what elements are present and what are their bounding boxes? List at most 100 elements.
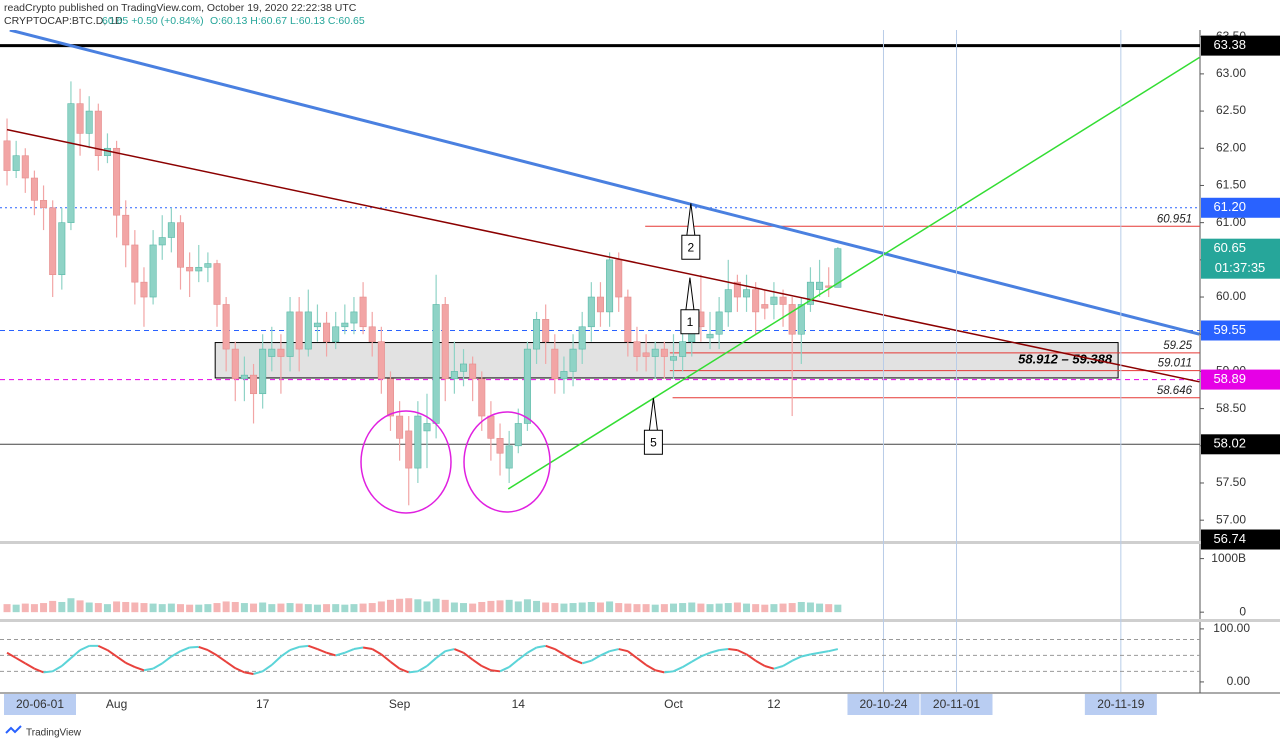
candle-body xyxy=(396,415,404,439)
candle-body xyxy=(341,322,349,328)
oscillator-segment xyxy=(636,657,647,666)
highlight-circle xyxy=(463,411,551,513)
candle-body xyxy=(131,244,139,283)
candle-body xyxy=(724,289,732,313)
trend-line xyxy=(507,56,1200,490)
x-tick-label: 12 xyxy=(767,697,781,711)
candle-body xyxy=(450,371,458,380)
brand: TradingView xyxy=(26,728,82,739)
range-box xyxy=(214,342,1119,379)
candle-body xyxy=(21,155,29,179)
oscillator-segment xyxy=(517,651,529,661)
oscillator-segment xyxy=(481,665,492,672)
volume-bar xyxy=(578,602,586,613)
oscillator-segment xyxy=(189,645,199,649)
volume-bar xyxy=(195,604,203,613)
oscillator-segment xyxy=(736,649,747,656)
oscillator-segment xyxy=(307,644,318,650)
volume-bar xyxy=(323,604,331,613)
candle-body xyxy=(332,326,340,342)
volume-bar xyxy=(816,603,824,613)
candle-body xyxy=(250,374,258,395)
volume-bar xyxy=(651,604,659,613)
candle-body xyxy=(414,415,422,469)
y-tick-label: 62.50 xyxy=(1216,103,1246,117)
oscillator-segment xyxy=(161,655,172,665)
oscillator-segment xyxy=(563,653,574,661)
volume-bar xyxy=(240,603,248,613)
oscillator-segment xyxy=(536,644,546,649)
y-tick-label: 0 xyxy=(1239,604,1246,618)
candle-body xyxy=(596,296,604,313)
volume-bar xyxy=(560,603,568,613)
highlight-circle xyxy=(360,410,452,514)
volume-bar xyxy=(587,601,595,613)
volume-bar xyxy=(523,599,531,613)
volume-bar xyxy=(250,603,258,613)
candle-body xyxy=(496,438,504,454)
candle-body xyxy=(195,266,203,272)
oscillator-segment xyxy=(34,667,44,674)
x-tick-label: Oct xyxy=(664,697,683,711)
candle-body xyxy=(523,348,531,424)
candle-body xyxy=(715,311,723,335)
candle-body xyxy=(40,200,48,209)
callout-label: 1 xyxy=(687,315,694,329)
marker-label: 20-11-01 xyxy=(933,697,980,711)
oscillator-segment xyxy=(6,651,17,659)
oscillator-segment xyxy=(317,648,327,654)
price-tag xyxy=(1201,320,1280,341)
oscillator-segment xyxy=(554,648,565,656)
oscillator-segment xyxy=(152,662,163,670)
candle-body xyxy=(76,103,84,134)
volume-bar xyxy=(834,604,842,613)
oscillator-segment xyxy=(755,659,766,667)
price-tag-label: 58.89 xyxy=(1213,371,1246,386)
volume-bar xyxy=(432,598,440,613)
oscillator-segment xyxy=(380,653,392,663)
pane-separator xyxy=(0,619,1280,622)
oscillator-segment xyxy=(655,669,665,674)
oscillator-segment xyxy=(600,650,611,657)
price-tag-label: 60.65 xyxy=(1213,240,1246,255)
oscillator-segment xyxy=(782,659,793,667)
y-tick-label: 57.50 xyxy=(1216,475,1246,489)
volume-bar xyxy=(533,600,541,613)
candle-body xyxy=(49,207,57,276)
candle-body xyxy=(213,263,221,305)
candle-body xyxy=(761,304,769,309)
candle-body xyxy=(58,222,66,276)
oscillator-segment xyxy=(572,658,583,665)
candle-body xyxy=(505,445,513,469)
left-date-box xyxy=(4,694,76,715)
oscillator-segment xyxy=(700,651,711,658)
oscillator-segment xyxy=(353,646,364,651)
candle-body xyxy=(560,371,568,380)
candle-body xyxy=(295,311,303,350)
y-tick-label: 100.00 xyxy=(1213,621,1250,635)
volume-bar xyxy=(85,602,93,613)
volume-bar xyxy=(286,603,294,613)
volume-bar xyxy=(359,603,367,613)
volume-bar xyxy=(131,602,139,613)
oscillator-segment xyxy=(262,664,273,673)
volume-bar xyxy=(149,603,157,613)
volume-bar xyxy=(396,598,404,613)
x-tick-label: 17 xyxy=(256,697,270,711)
candle-body xyxy=(113,147,121,216)
oscillator-segment xyxy=(280,649,291,658)
volume-bar xyxy=(222,601,230,613)
oscillator-segment xyxy=(198,645,209,652)
volume-bar xyxy=(368,603,376,613)
candle-body xyxy=(533,319,541,350)
volume-bar xyxy=(496,600,504,613)
oscillator-segment xyxy=(225,660,236,669)
candle-body xyxy=(569,348,577,372)
oscillator-segment xyxy=(810,651,820,656)
volume-bar xyxy=(642,604,650,613)
oscillator-segment xyxy=(590,654,601,662)
candle-body xyxy=(816,281,824,290)
quote: 60.65 +0.50 (+0.84%) xyxy=(102,15,204,27)
oscillator-segment xyxy=(472,658,483,667)
candle-body xyxy=(377,341,385,380)
